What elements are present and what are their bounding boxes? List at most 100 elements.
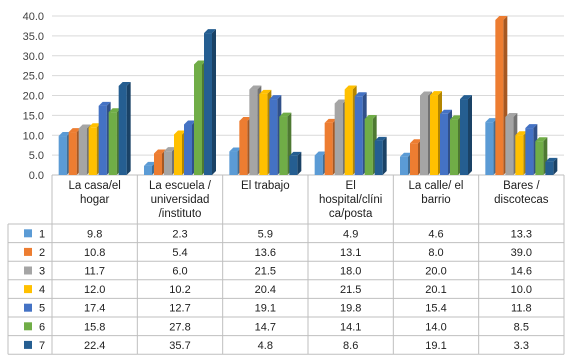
- data-label: 13.6: [255, 247, 276, 259]
- bar: [194, 64, 202, 175]
- bar-top: [204, 29, 216, 34]
- bar-side: [212, 29, 216, 176]
- data-label: 14.6: [511, 266, 532, 278]
- bar-top: [410, 139, 422, 144]
- bar-top: [184, 120, 196, 125]
- data-label: 20.4: [255, 284, 276, 296]
- legend-label: 3: [39, 266, 45, 278]
- data-label: 15.8: [84, 321, 105, 333]
- bar: [460, 99, 468, 175]
- data-label: 10.0: [511, 284, 532, 296]
- bar-side: [468, 95, 472, 175]
- bar: [515, 135, 524, 175]
- data-label: 5.9: [258, 228, 273, 240]
- data-label: 14.1: [340, 321, 361, 333]
- bar-top: [430, 91, 442, 96]
- bar: [108, 112, 117, 175]
- data-label: 12.0: [84, 284, 105, 296]
- data-label: 22.4: [84, 340, 105, 352]
- bar: [324, 122, 333, 175]
- legend-label: 4: [39, 284, 45, 296]
- bar-top: [68, 128, 81, 133]
- bar-top: [545, 157, 558, 162]
- category-label: La escuela / universidad/instituto: [149, 180, 212, 220]
- bar-top: [118, 81, 131, 86]
- bar: [58, 136, 67, 175]
- bar: [259, 93, 268, 175]
- legend-label: 6: [39, 321, 45, 333]
- bar: [354, 96, 363, 175]
- y-tick-label: 25.0: [23, 71, 44, 83]
- data-label: 27.8: [169, 321, 190, 333]
- category-label: El hospital/clíni ca/posta: [319, 180, 382, 220]
- bar-top: [229, 147, 242, 152]
- data-label: 39.0: [511, 247, 532, 259]
- legend-swatch: [24, 247, 32, 256]
- bar: [68, 132, 77, 175]
- legend-swatch: [24, 229, 32, 238]
- bar: [289, 155, 298, 175]
- bar-top: [460, 95, 472, 100]
- y-tick-label: 5.0: [29, 150, 44, 162]
- bar: [545, 161, 554, 175]
- data-label: 11.8: [511, 303, 532, 315]
- bar: [229, 151, 238, 175]
- bar-top: [154, 149, 166, 154]
- legend-label: 1: [39, 228, 45, 240]
- data-label: 18.0: [340, 266, 361, 278]
- bar-side: [553, 157, 558, 175]
- bar: [364, 118, 373, 175]
- bar-top: [289, 151, 302, 156]
- bar: [154, 153, 162, 175]
- bar: [420, 95, 428, 175]
- bar: [98, 105, 107, 175]
- bar: [525, 128, 534, 175]
- bar: [314, 155, 323, 175]
- y-tick-label: 35.0: [23, 31, 44, 43]
- bar: [495, 19, 504, 175]
- bar-top: [420, 91, 432, 96]
- bar-top: [485, 118, 498, 123]
- bar: [269, 99, 278, 175]
- y-tick-label: 40.0: [23, 11, 44, 23]
- bar: [144, 165, 152, 175]
- y-tick-label: 0.0: [29, 170, 44, 182]
- bar: [400, 156, 408, 175]
- bar-top: [78, 124, 91, 129]
- bar: [279, 116, 288, 175]
- bar-side: [297, 151, 302, 175]
- data-label: 21.5: [255, 266, 276, 278]
- data-label: 10.8: [84, 247, 105, 259]
- bar-top: [364, 114, 377, 119]
- bar-top: [279, 112, 292, 117]
- legend-label: 2: [39, 247, 45, 259]
- bar-top: [400, 152, 412, 157]
- bar: [239, 120, 248, 175]
- bar-top: [515, 131, 528, 136]
- bar-top: [525, 124, 538, 129]
- bar-top: [344, 85, 357, 90]
- bar-top: [450, 115, 462, 120]
- y-tick-label: 30.0: [23, 51, 44, 63]
- data-label: 8.6: [343, 340, 358, 352]
- bar-top: [88, 123, 101, 128]
- y-tick-label: 15.0: [23, 110, 44, 122]
- y-tick-label: 20.0: [23, 91, 44, 103]
- legend-swatch: [24, 266, 32, 275]
- data-label: 13.3: [511, 228, 532, 240]
- bar: [485, 122, 494, 175]
- data-label: 9.8: [87, 228, 102, 240]
- bar: [164, 151, 172, 175]
- data-label: 4.6: [428, 228, 443, 240]
- bar-top: [144, 161, 156, 166]
- category-label: Bares / discotecas: [494, 180, 549, 206]
- data-label: 5.4: [172, 247, 187, 259]
- bar-top: [495, 15, 508, 20]
- data-label: 4.9: [343, 228, 358, 240]
- bar: [440, 113, 448, 175]
- data-label: 11.7: [84, 266, 105, 278]
- bar-top: [374, 136, 387, 141]
- bar-top: [314, 151, 327, 156]
- data-label: 12.7: [169, 303, 190, 315]
- bar-top: [164, 147, 176, 152]
